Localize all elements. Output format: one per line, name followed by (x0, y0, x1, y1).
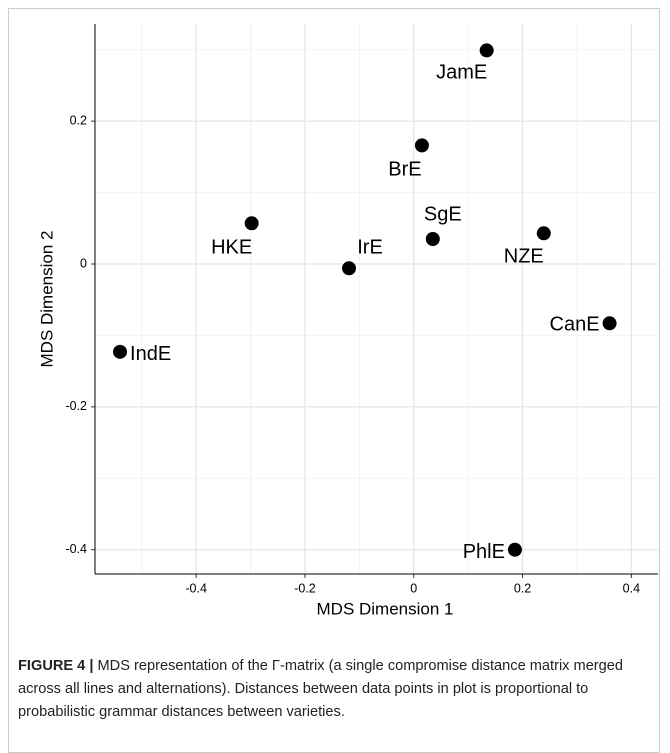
y-tick-label: 0.2 (70, 113, 87, 127)
point-label: IrE (357, 237, 383, 259)
point-label: HKE (211, 237, 252, 259)
x-tick-label: 0 (410, 581, 417, 595)
plot-background (95, 24, 658, 574)
y-tick-label: -0.4 (65, 542, 87, 556)
x-axis-title: MDS Dimension 1 (317, 599, 454, 618)
x-tick-label: -0.2 (294, 581, 316, 595)
y-tick-label: -0.2 (65, 399, 87, 413)
point-label: SgE (424, 203, 462, 225)
point-label: BrE (388, 159, 421, 181)
point-label: PhlE (463, 541, 505, 563)
point (479, 43, 494, 58)
point (536, 226, 551, 241)
point (342, 261, 357, 276)
point-label: CanE (550, 314, 600, 336)
y-axis-title: MDS Dimension 2 (37, 231, 56, 368)
y-tick-label: 0 (80, 256, 87, 270)
point (113, 344, 128, 359)
point (507, 542, 522, 557)
x-tick-label: 0.2 (514, 581, 531, 595)
caption-text: MDS representation of the Γ-matrix (a si… (18, 658, 624, 720)
x-tick-label: 0.4 (623, 581, 640, 595)
point-label: JamE (436, 62, 487, 84)
chart: MDS Dimension 1 MDS Dimension 2 -0.4 -0.2… (37, 24, 658, 618)
point (602, 316, 617, 331)
caption-label: FIGURE 4 | (18, 658, 94, 674)
point (244, 216, 259, 231)
point-label: NZE (504, 246, 544, 268)
caption: FIGURE 4 | MDS representation of the Γ-m… (18, 655, 658, 724)
x-tick-label: -0.4 (185, 581, 207, 595)
point (425, 232, 440, 246)
point-label: IndE (130, 343, 171, 365)
point (414, 138, 429, 153)
